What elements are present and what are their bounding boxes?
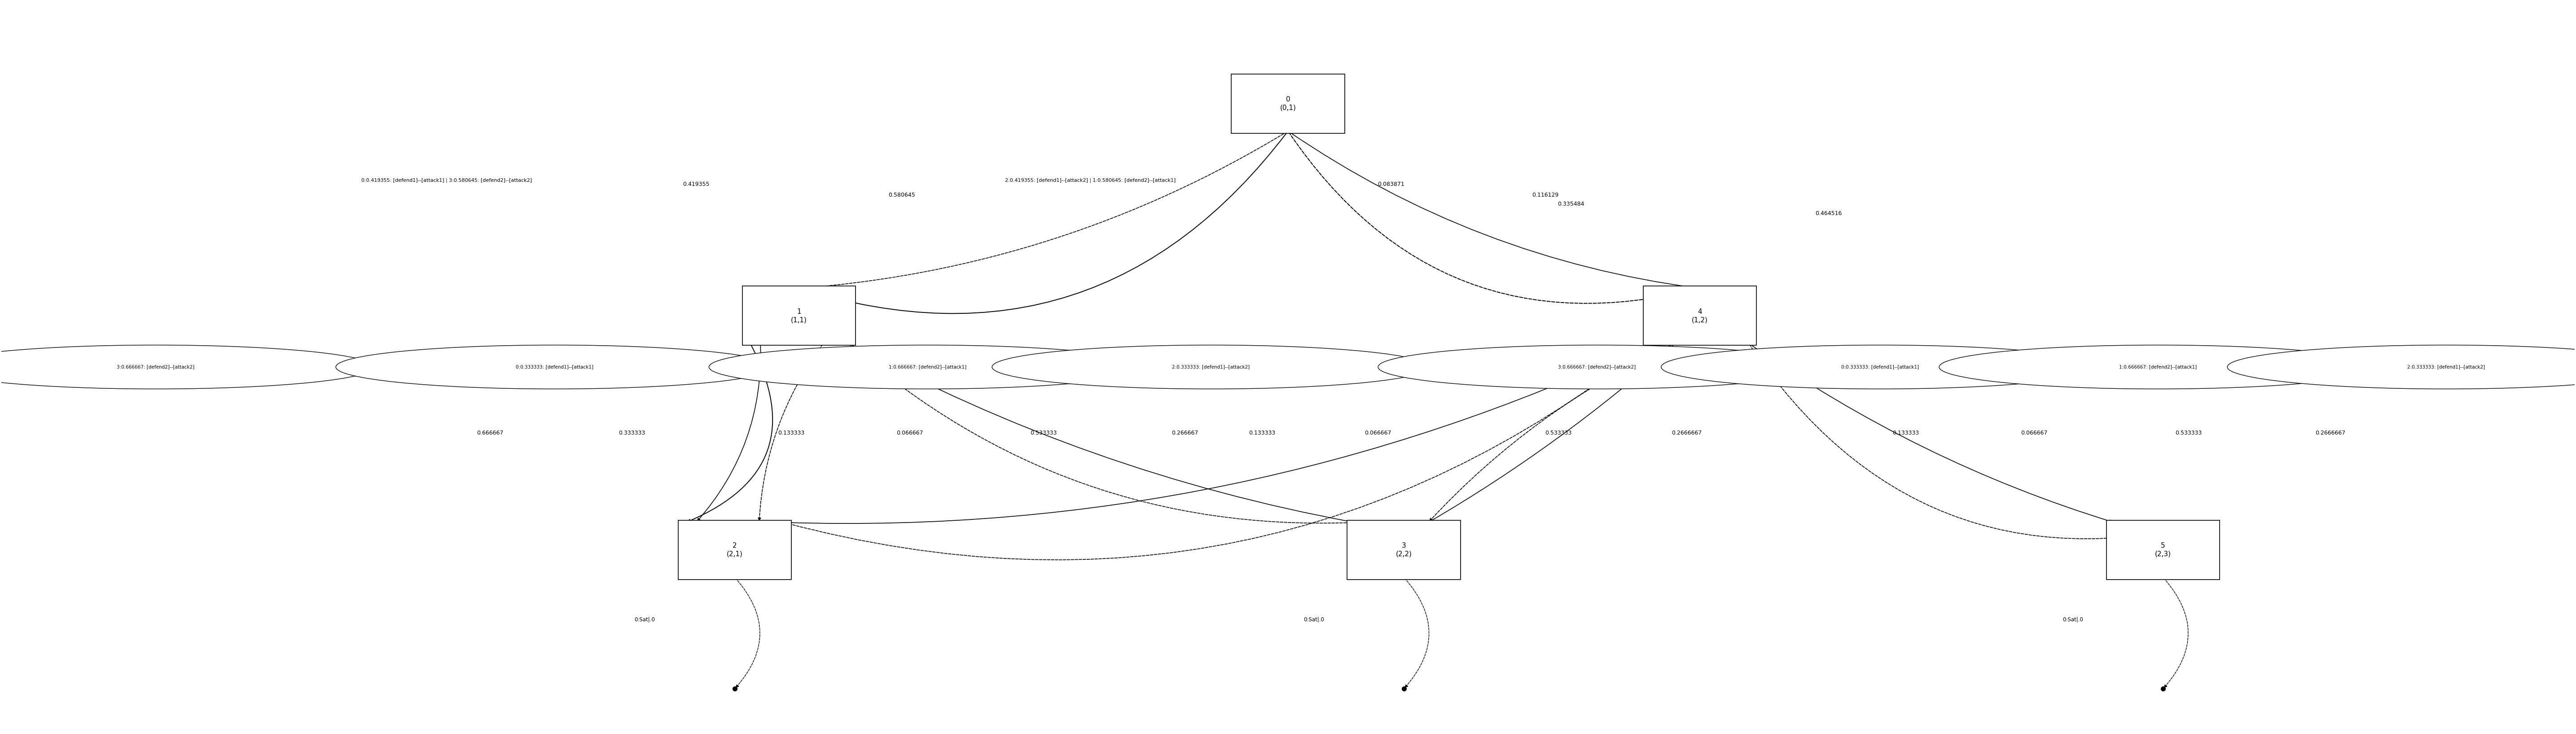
Text: 2:0.333333: [defend1]--[attack2]: 2:0.333333: [defend1]--[attack2] (2406, 365, 2486, 369)
Text: 0:0.333333: [defend1]--[attack1]: 0:0.333333: [defend1]--[attack1] (515, 365, 592, 369)
Ellipse shape (1662, 345, 2099, 389)
Ellipse shape (708, 345, 1146, 389)
Text: 2:0.419355: [defend1]--[attack2] | 1:0.580645: [defend2]--[attack1]: 2:0.419355: [defend1]--[attack2] | 1:0.5… (1005, 178, 1175, 183)
Ellipse shape (1378, 345, 1816, 389)
Text: 0.133333: 0.133333 (1249, 430, 1275, 436)
Text: 0:0.333333: [defend1]--[attack1]: 0:0.333333: [defend1]--[attack1] (1842, 365, 1919, 369)
Ellipse shape (992, 345, 1430, 389)
Text: 0.266667: 0.266667 (1172, 430, 1198, 436)
Text: 0:Sat|.0: 0:Sat|.0 (2063, 617, 2084, 622)
FancyBboxPatch shape (677, 520, 791, 580)
Text: 4
(1,2): 4 (1,2) (1692, 308, 1708, 324)
Text: 3:0.666667: [defend2]--[attack2]: 3:0.666667: [defend2]--[attack2] (116, 365, 196, 369)
Text: 0.533333: 0.533333 (1546, 430, 1571, 436)
Text: 0.066667: 0.066667 (896, 430, 922, 436)
Text: 0
(0,1): 0 (0,1) (1280, 96, 1296, 111)
Text: 0:Sat|.0: 0:Sat|.0 (634, 617, 654, 622)
Text: 2
(2,1): 2 (2,1) (726, 542, 742, 557)
Text: 0:Sat|.0: 0:Sat|.0 (1303, 617, 1324, 622)
Text: 0.133333: 0.133333 (1893, 430, 1919, 436)
Text: 0.2666667: 0.2666667 (1672, 430, 1703, 436)
Text: 3:0.666667: [defend2]--[attack2]: 3:0.666667: [defend2]--[attack2] (1558, 365, 1636, 369)
Text: 5
(2,3): 5 (2,3) (2156, 542, 2172, 557)
Ellipse shape (1940, 345, 2378, 389)
Text: 0.419355: 0.419355 (683, 181, 708, 187)
FancyBboxPatch shape (1231, 74, 1345, 134)
FancyBboxPatch shape (2107, 520, 2221, 580)
Text: 0.083871: 0.083871 (1378, 181, 1404, 187)
Ellipse shape (0, 345, 374, 389)
Text: 0.464516: 0.464516 (1816, 211, 1842, 217)
Text: 0.580645: 0.580645 (889, 192, 914, 198)
Text: 0.666667: 0.666667 (477, 430, 502, 436)
Text: 0.116129: 0.116129 (1533, 192, 1558, 198)
Text: 3
(2,2): 3 (2,2) (1396, 542, 1412, 557)
Text: 0.333333: 0.333333 (618, 430, 644, 436)
Text: 2:0.333333: [defend1]--[attack2]: 2:0.333333: [defend1]--[attack2] (1172, 365, 1249, 369)
FancyBboxPatch shape (1347, 520, 1461, 580)
Text: 0.133333: 0.133333 (778, 430, 804, 436)
Text: 0.066667: 0.066667 (2022, 430, 2048, 436)
Text: 0.533333: 0.533333 (2174, 430, 2202, 436)
Text: 0:0.419355: [defend1]--[attack1] | 3:0.580645: [defend2]--[attack2]: 0:0.419355: [defend1]--[attack1] | 3:0.5… (361, 178, 533, 183)
Text: 1:0.666667: [defend2]--[attack1]: 1:0.666667: [defend2]--[attack1] (2120, 365, 2197, 369)
Ellipse shape (335, 345, 773, 389)
Text: 1:0.666667: [defend2]--[attack1]: 1:0.666667: [defend2]--[attack1] (889, 365, 966, 369)
FancyBboxPatch shape (1643, 286, 1757, 346)
Text: 0.335484: 0.335484 (1558, 201, 1584, 207)
Ellipse shape (2228, 345, 2576, 389)
Text: 0.2666667: 0.2666667 (2316, 430, 2344, 436)
FancyBboxPatch shape (742, 286, 855, 346)
Text: 0.066667: 0.066667 (1365, 430, 1391, 436)
Text: 0.533333: 0.533333 (1030, 430, 1056, 436)
Text: 1
(1,1): 1 (1,1) (791, 308, 806, 324)
